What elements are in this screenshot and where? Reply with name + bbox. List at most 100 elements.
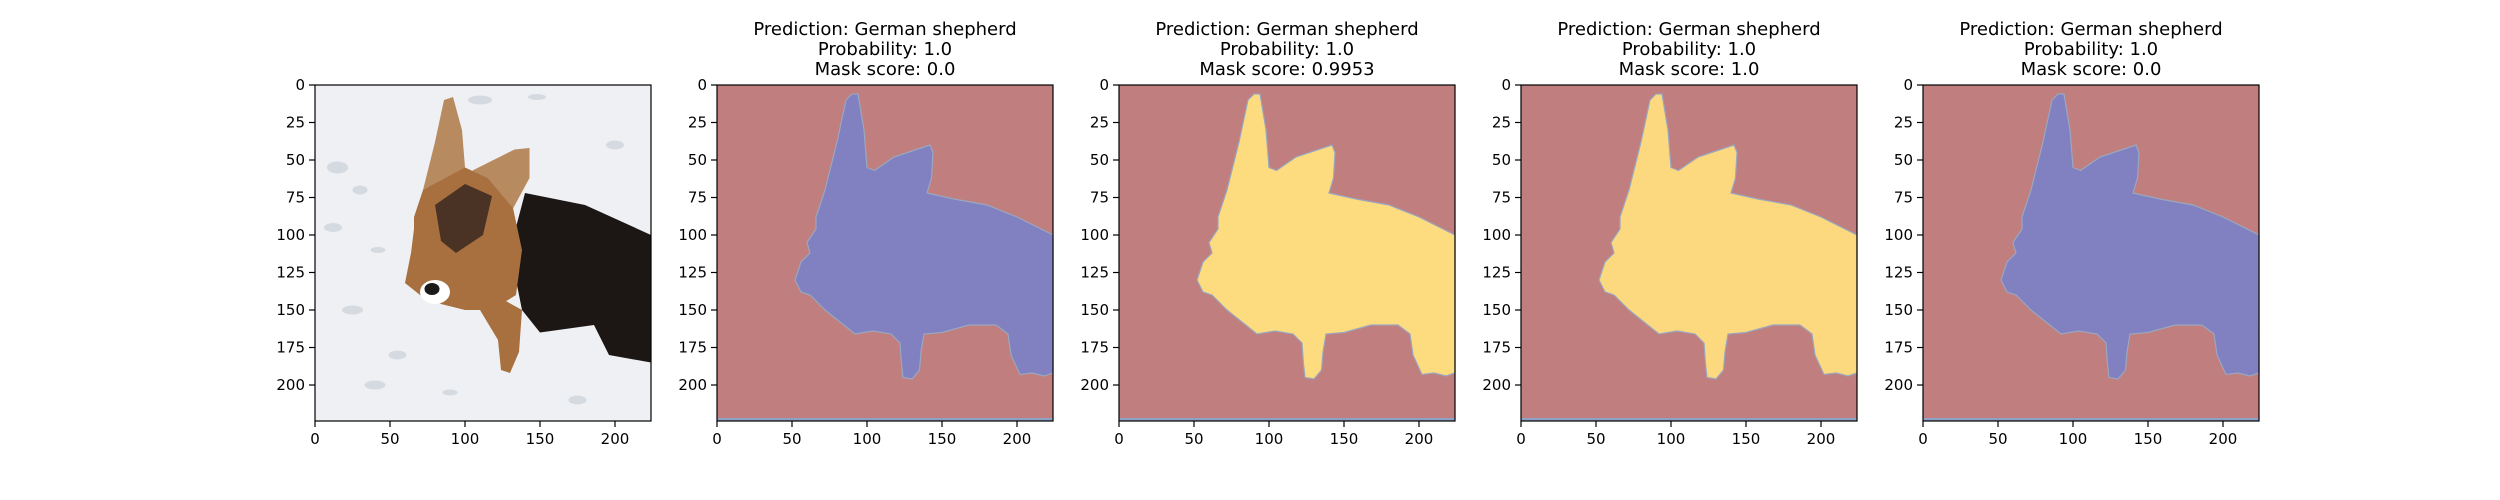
y-tick-label: 100 — [678, 226, 707, 244]
panel-1: 0 50 100 150 200 0 25 50 75 100 125 150 175 200 — [276, 76, 652, 448]
x-tick-label: 200 — [1807, 430, 1836, 448]
panel-4-title-line-2: Probability: 1.0 — [1622, 39, 1756, 60]
y-tick-label: 150 — [1884, 301, 1913, 319]
snow-footprint — [388, 350, 407, 360]
y-tick-label: 175 — [1080, 339, 1109, 357]
x-tick-label: 100 — [853, 430, 882, 448]
x-tick-label: 200 — [601, 430, 630, 448]
y-tick-label: 200 — [1080, 376, 1109, 394]
x-tick-label: 150 — [2134, 430, 2163, 448]
x-tick-label: 200 — [1003, 430, 1032, 448]
x-tick-label: 200 — [1405, 430, 1434, 448]
snow-footprint — [468, 95, 492, 105]
y-tick-label: 25 — [1894, 114, 1913, 132]
y-tick-label: 175 — [1884, 339, 1913, 357]
panel-4-image — [1521, 85, 1858, 421]
mask-edge-artifact — [717, 418, 1053, 421]
snow-footprint — [442, 389, 458, 396]
mask-edge-artifact — [1119, 418, 1455, 421]
dog-photo — [315, 85, 651, 421]
x-tick-label: 150 — [526, 430, 555, 448]
x-tick-label: 150 — [1732, 430, 1761, 448]
mask-edge-artifact — [1521, 418, 1857, 421]
y-tick-label: 150 — [678, 301, 707, 319]
y-tick-label: 25 — [1492, 114, 1511, 132]
panel-5: Prediction: German shepherdProbability: … — [1884, 19, 2260, 448]
snow-footprint — [568, 395, 587, 405]
y-tick-label: 25 — [1090, 114, 1109, 132]
x-tick-label: 0 — [1918, 430, 1928, 448]
panel-5-title-line-2: Probability: 1.0 — [2024, 39, 2158, 60]
x-tick-label: 50 — [782, 430, 801, 448]
snow-footprint — [327, 161, 348, 174]
y-tick-label: 125 — [1482, 264, 1511, 282]
snow-footprint — [370, 247, 386, 253]
y-tick-label: 25 — [688, 114, 707, 132]
dog-body — [510, 193, 651, 363]
panel-4-axes-frame — [1520, 84, 1858, 422]
panel-5-axes-frame — [1922, 84, 2260, 422]
x-tick-label: 50 — [1586, 430, 1605, 448]
panel-2-title-line-2: Probability: 1.0 — [818, 39, 952, 60]
snow-footprint — [352, 185, 368, 195]
y-tick-label: 100 — [276, 226, 305, 244]
snow-footprint — [342, 305, 363, 315]
panel-5-title-line-1: Prediction: German shepherd — [1959, 19, 2222, 40]
x-tick-label: 100 — [1657, 430, 1686, 448]
x-tick-label: 100 — [2059, 430, 2088, 448]
y-tick-label: 100 — [1482, 226, 1511, 244]
panel-4: Prediction: German shepherdProbability: … — [1482, 19, 1858, 448]
x-tick-label: 0 — [1516, 430, 1526, 448]
y-tick-label: 50 — [1894, 151, 1913, 169]
panel-3-image — [1119, 85, 1456, 421]
y-tick-label: 150 — [276, 301, 305, 319]
y-tick-label: 25 — [286, 114, 305, 132]
y-tick-label: 50 — [688, 151, 707, 169]
snow-footprint — [528, 94, 546, 100]
x-tick-label: 0 — [310, 430, 320, 448]
x-tick-label: 200 — [2209, 430, 2238, 448]
y-tick-label: 175 — [1482, 339, 1511, 357]
y-tick-label: 50 — [1090, 151, 1109, 169]
panel-3-title-line-1: Prediction: German shepherd — [1155, 19, 1418, 40]
y-tick-label: 150 — [1080, 301, 1109, 319]
snow-footprint — [324, 223, 342, 232]
y-tick-label: 200 — [1482, 376, 1511, 394]
panel-3-title-line-2: Probability: 1.0 — [1220, 39, 1354, 60]
x-tick-label: 50 — [1988, 430, 2007, 448]
y-tick-label: 75 — [1492, 189, 1511, 207]
y-tick-label: 50 — [1492, 151, 1511, 169]
y-tick-label: 0 — [697, 76, 707, 94]
panel-1-image — [315, 85, 651, 421]
y-tick-label: 125 — [276, 264, 305, 282]
y-tick-label: 0 — [1501, 76, 1511, 94]
panel-1-axes-frame — [314, 84, 652, 422]
panel-4-title-line-1: Prediction: German shepherd — [1557, 19, 1820, 40]
y-tick-label: 100 — [1884, 226, 1913, 244]
x-tick-label: 0 — [1114, 430, 1124, 448]
y-tick-label: 200 — [678, 376, 707, 394]
y-tick-label: 100 — [1080, 226, 1109, 244]
snow-footprint — [606, 140, 624, 150]
panel-2-title-line-1: Prediction: German shepherd — [753, 19, 1016, 40]
y-tick-label: 125 — [1884, 264, 1913, 282]
mask-edge-artifact — [1923, 418, 2259, 421]
panel-5-image — [1923, 85, 2260, 421]
panel-3-title-line-3: Mask score: 0.9953 — [1199, 59, 1374, 80]
y-tick-label: 75 — [1090, 189, 1109, 207]
x-tick-label: 100 — [1255, 430, 1284, 448]
snow-footprint — [364, 380, 386, 390]
y-tick-label: 175 — [678, 339, 707, 357]
x-tick-label: 50 — [1184, 430, 1203, 448]
x-tick-label: 150 — [1330, 430, 1359, 448]
y-tick-label: 150 — [1482, 301, 1511, 319]
y-tick-label: 75 — [286, 189, 305, 207]
panel-4-title-line-3: Mask score: 1.0 — [1619, 59, 1760, 80]
panel-2-image — [717, 85, 1054, 421]
panel-2: Prediction: German shepherdProbability: … — [678, 19, 1054, 448]
y-tick-label: 200 — [1884, 376, 1913, 394]
y-tick-label: 200 — [276, 376, 305, 394]
y-tick-label: 50 — [286, 151, 305, 169]
y-tick-label: 0 — [1099, 76, 1109, 94]
